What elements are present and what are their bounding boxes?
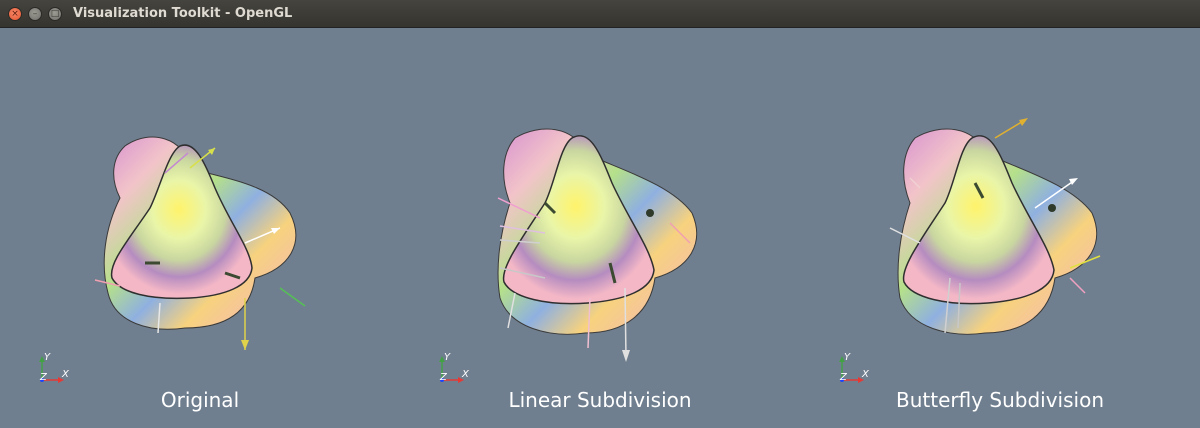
- normal-arrows-linear: [497, 197, 691, 362]
- axis-z-label: Z: [839, 372, 848, 383]
- minimize-button[interactable]: –: [28, 7, 42, 21]
- axis-z-label: Z: [39, 372, 48, 383]
- axis-x-label: X: [61, 369, 70, 380]
- maximize-button[interactable]: □: [48, 7, 62, 21]
- viewport-label: Linear Subdivision: [508, 388, 692, 412]
- render-scene-linear[interactable]: [400, 28, 800, 428]
- trefoil-knot-original: [103, 136, 297, 330]
- normal-arrows-original: [94, 147, 306, 350]
- axis-y-label: Y: [444, 352, 451, 363]
- title-bar: × – □ Visualization Toolkit - OpenGL: [0, 0, 1200, 28]
- trefoil-knot-linear: [497, 128, 698, 335]
- viewport-label: Butterfly Subdivision: [896, 388, 1104, 412]
- orientation-axes-linear: Y Z X: [439, 352, 470, 383]
- axis-x-label: X: [461, 369, 470, 380]
- viewport-butterfly-subdivision[interactable]: Y Z X Butterfly Subdivision: [800, 28, 1200, 428]
- render-scene-original[interactable]: [0, 28, 400, 428]
- axis-y-label: Y: [44, 352, 51, 363]
- axis-y-label: Y: [844, 352, 851, 363]
- viewport-linear-subdivision[interactable]: Y Z X Linear Subdivision: [400, 28, 800, 428]
- orientation-axes-butterfly: Y Z X: [839, 352, 870, 383]
- viewport-label: Original: [160, 388, 240, 412]
- window-title: Visualization Toolkit - OpenGL: [73, 6, 293, 21]
- close-button[interactable]: ×: [8, 7, 22, 21]
- trefoil-knot-butterfly: [897, 128, 1098, 335]
- normal-arrows-butterfly: [889, 118, 1101, 334]
- render-scene-butterfly[interactable]: [800, 28, 1200, 428]
- orientation-axes-original: Y Z X: [39, 352, 70, 383]
- axis-z-label: Z: [439, 372, 448, 383]
- viewport-original[interactable]: Y Z X Original: [0, 28, 400, 428]
- axis-x-label: X: [861, 369, 870, 380]
